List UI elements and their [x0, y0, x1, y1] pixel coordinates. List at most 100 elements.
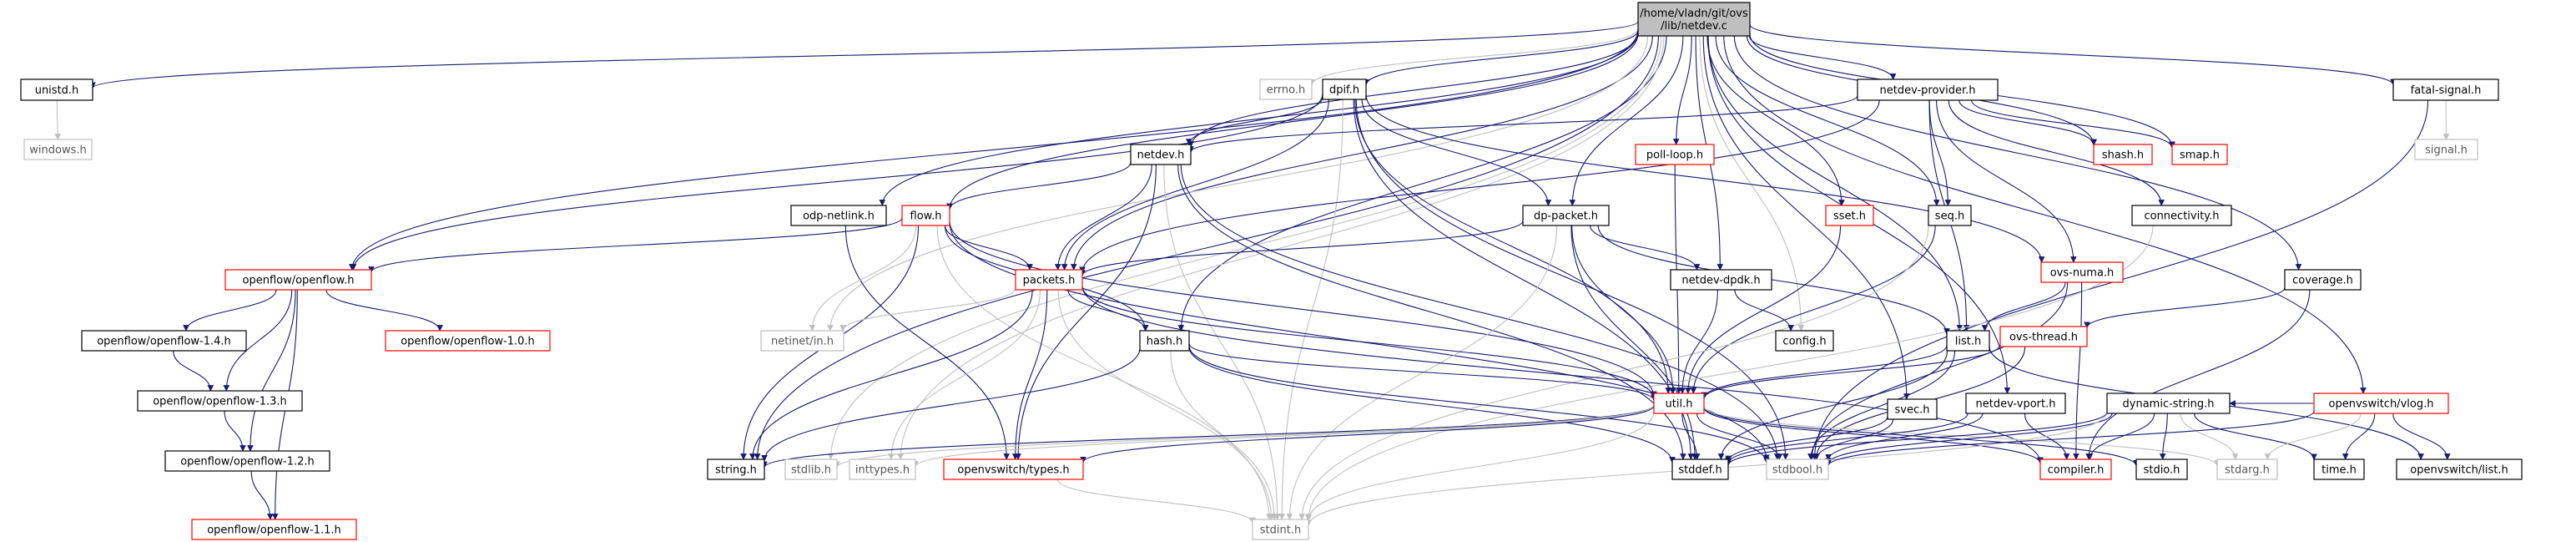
node-box — [1259, 79, 1313, 100]
edge-seq_h-to-stdint_h — [1298, 225, 1929, 520]
node-time-h[interactable]: time.h — [2313, 458, 2365, 480]
edge-dp_packet_h-to-list_h — [1597, 225, 1950, 335]
node-box — [1857, 79, 1999, 101]
node-shash-h[interactable]: shash.h — [2093, 144, 2153, 165]
node-config-h[interactable]: config.h — [1775, 330, 1834, 352]
node-box — [1965, 393, 2066, 414]
edge-netdev_c-to-openflow_h — [349, 29, 1639, 271]
edge-packets_h-to-compiler_h — [1081, 286, 2044, 463]
node-label: svec.h — [1895, 404, 1930, 417]
edge-netdev_provider_h-to-shash_h — [1958, 99, 2097, 146]
node-coverage-h[interactable]: coverage.h — [2284, 269, 2362, 291]
edge-flow_h-to-util_h — [949, 221, 1657, 398]
node-packets-h[interactable]: packets.h — [1015, 269, 1083, 291]
edge-netdev_provider_h-to-smap_h — [1971, 99, 2175, 149]
node-svec-h[interactable]: svec.h — [1887, 398, 1938, 420]
edge-dp_packet_h-to-util_h — [1571, 225, 1676, 394]
node-stdarg-h: stdarg.h — [2216, 458, 2278, 480]
node-label: errno.h — [1267, 84, 1306, 97]
edge-svec_h-to-stdbool_h — [1813, 418, 1894, 460]
node-label: netinet/in.h — [771, 336, 834, 348]
node-ovs-types-h[interactable]: openvswitch/types.h — [943, 458, 1084, 480]
edge-packets_h-to-netinet_in_h — [839, 287, 1016, 332]
edge-netdev_provider_h-to-ovs_numa_h — [1936, 99, 2077, 263]
edge-dynamic_string_h-to-compiler_h — [2086, 413, 2155, 460]
edge-netdev_c-to-hash_h — [1177, 35, 1667, 332]
node-odp-netlink-h[interactable]: odp-netlink.h — [790, 205, 887, 226]
edge-openflow_h-to-openflow_12_h — [247, 289, 296, 452]
edge-sset_h-to-util_h — [1685, 225, 1842, 394]
node-openflow-13-h[interactable]: openflow/openflow-1.3.h — [137, 390, 303, 412]
node-compiler-h[interactable]: compiler.h — [2039, 458, 2112, 480]
node-label: string.h — [715, 464, 757, 477]
node-fatal-signal-h[interactable]: fatal-signal.h — [2392, 79, 2499, 101]
node-ovs-list-h[interactable]: openvswitch/list.h — [2396, 458, 2523, 480]
node-dynamic-string-h[interactable]: dynamic-string.h — [2106, 393, 2231, 414]
node-ovs-thread-h[interactable]: ovs-thread.h — [1999, 326, 2088, 347]
node-box — [2216, 458, 2278, 480]
edge-netdev_c-to-string_h — [754, 35, 1659, 460]
node-vlog-h[interactable]: openvswitch/vlog.h — [2313, 393, 2449, 414]
node-openflow-14-h[interactable]: openflow/openflow-1.4.h — [81, 330, 247, 352]
edge-netdev_c-to-inttypes_h — [897, 35, 1665, 460]
edge-netdev_c-to-netinet_in_h — [826, 35, 1649, 332]
node-unistd-h[interactable]: unistd.h — [20, 79, 93, 101]
edge-netdev_h-to-stdint_h — [1163, 164, 1281, 520]
edge-odp_netlink_h-to-ovs_types_h — [844, 225, 1011, 460]
node-box — [1999, 326, 2088, 347]
node-stdio-h[interactable]: stdio.h — [2135, 458, 2188, 480]
edge-util_h-to-stdarg_h — [1703, 406, 2221, 467]
edge-ovs_thread_h-to-util_h — [1701, 344, 2001, 400]
edge-dynamic_string_h-to-stdarg_h — [2180, 413, 2239, 460]
node-poll-loop-h[interactable]: poll-loop.h — [1635, 144, 1715, 165]
node-label: inttypes.h — [855, 464, 910, 477]
edge-hash_h-to-string_h — [761, 347, 1141, 462]
node-box — [1671, 458, 1729, 480]
edge-util_h-to-stddef_h — [1681, 413, 1701, 460]
node-openflow-10-h[interactable]: openflow/openflow-1.0.h — [385, 330, 551, 352]
node-netdev-h[interactable]: netdev.h — [1130, 144, 1192, 165]
node-smap-h[interactable]: smap.h — [2171, 144, 2228, 165]
node-netdev-c: /home/vladn/git/ovs/lib/netdev.c — [1637, 2, 1751, 37]
node-util-h[interactable]: util.h — [1653, 393, 1705, 414]
node-box — [1653, 393, 1705, 414]
node-label: openflow/openflow.h — [243, 275, 355, 287]
edge-dpif_h-to-openflow_h — [350, 93, 1323, 271]
edge-netdev_c-to-coverage_h — [1733, 35, 2302, 271]
node-dp-packet-h[interactable]: dp-packet.h — [1522, 205, 1610, 226]
node-errno-h: errno.h — [1259, 79, 1313, 100]
node-box — [2039, 458, 2112, 480]
node-netdev-dpdk-h[interactable]: netdev-dpdk.h — [1670, 269, 1772, 291]
node-flow-h[interactable]: flow.h — [901, 205, 950, 226]
node-netdev-provider-h[interactable]: netdev-provider.h — [1857, 79, 1999, 101]
edge-netdev_vport_h-to-stdbool_h — [1825, 413, 1984, 461]
node-seq-h[interactable]: seq.h — [1928, 205, 1972, 226]
node-hash-h[interactable]: hash.h — [1139, 330, 1190, 352]
edge-dpif_h-to-ovs_numa_h — [1365, 94, 2045, 263]
edge-netdev_c-to-dpif_h — [1363, 30, 1639, 86]
edge-netdev_c-to-sset_h — [1706, 35, 1845, 206]
node-list-h[interactable]: list.h — [1946, 330, 1990, 352]
node-openflow-12-h[interactable]: openflow/openflow-1.2.h — [164, 450, 330, 472]
node-openflow-11-h[interactable]: openflow/openflow-1.1.h — [191, 519, 357, 540]
edge-openflow_14_h-to-openflow_13_h — [173, 350, 214, 392]
node-inttypes-h: inttypes.h — [849, 458, 916, 480]
node-dpif-h[interactable]: dpif.h — [1322, 79, 1367, 100]
edge-util_h-to-stdint_h — [1305, 411, 1655, 522]
node-box — [2392, 79, 2499, 101]
node-connectivity-h[interactable]: connectivity.h — [2131, 205, 2232, 226]
edge-unistd_h-to-windows_h — [54, 99, 62, 140]
node-stddef-h[interactable]: stddef.h — [1671, 458, 1729, 480]
node-box — [191, 519, 357, 540]
node-netdev-vport-h[interactable]: netdev-vport.h — [1965, 393, 2066, 414]
node-box — [20, 79, 93, 101]
node-ovs-numa-h[interactable]: ovs-numa.h — [2040, 261, 2124, 283]
edge-list_h-to-util_h — [1701, 345, 1948, 399]
node-sset-h[interactable]: sset.h — [1825, 205, 1874, 226]
node-box — [784, 458, 838, 480]
node-label: sset.h — [1833, 210, 1866, 223]
node-string-h[interactable]: string.h — [707, 458, 765, 480]
edge-list_h-to-stdbool_h — [1807, 350, 1956, 460]
edge-netdev_vport_h-to-stddef_h — [1725, 413, 1969, 464]
node-openflow-h[interactable]: openflow/openflow.h — [224, 269, 372, 291]
